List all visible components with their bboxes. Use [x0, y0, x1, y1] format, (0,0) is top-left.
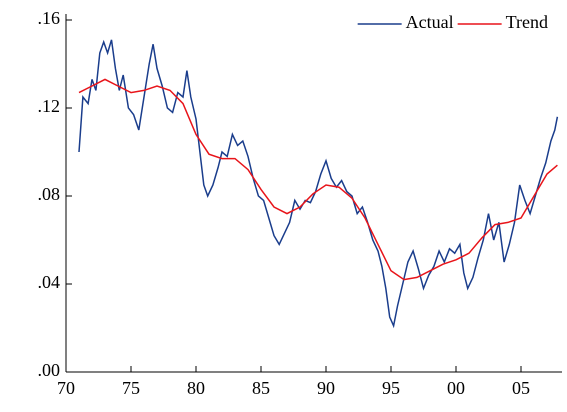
x-tick-label: 70 [57, 378, 75, 398]
legend-label: Trend [506, 12, 548, 32]
x-tick-label: 75 [122, 378, 140, 398]
x-tick-label: 05 [512, 378, 530, 398]
y-tick-label: .08 [38, 184, 61, 204]
y-tick-label: .12 [38, 96, 61, 116]
x-tick-label: 85 [252, 378, 270, 398]
series-line [78, 78, 558, 281]
x-tick-label: 90 [317, 378, 335, 398]
series-line [78, 39, 559, 329]
y-tick-label: .00 [38, 360, 61, 380]
y-tick-label: .16 [38, 8, 61, 28]
x-tick-label: 80 [187, 378, 205, 398]
x-tick-label: 95 [382, 378, 400, 398]
legend-label: Actual [406, 12, 454, 32]
x-tick-label: 00 [447, 378, 465, 398]
y-tick-label: .04 [38, 272, 61, 292]
